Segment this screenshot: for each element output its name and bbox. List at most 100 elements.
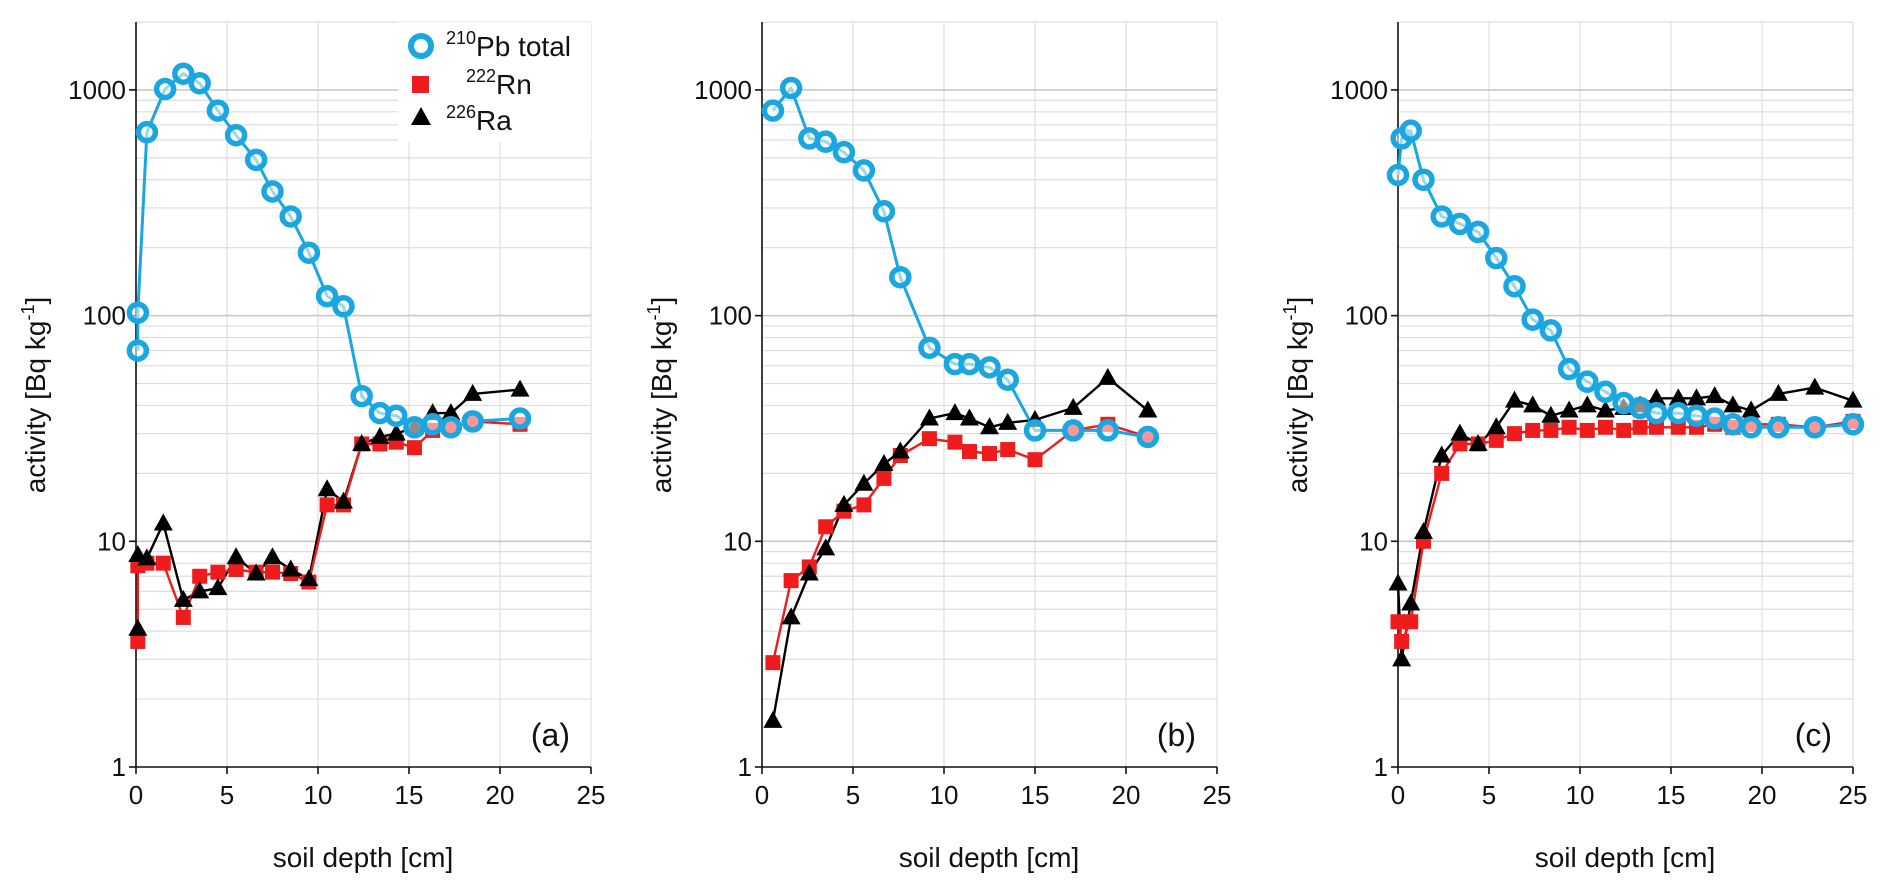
data-point-pb210 — [1023, 419, 1047, 442]
data-point-rn222 — [961, 444, 977, 460]
markers-pb210 — [761, 76, 1160, 449]
series-rn222 — [1396, 420, 1854, 643]
x-tick-label: 0 — [129, 780, 143, 810]
data-point-pb210 — [1412, 168, 1435, 191]
tick-labels: 0 5 10 15 20 25 1 10 100 1000 — [694, 75, 1231, 810]
data-point-rn222 — [319, 497, 335, 513]
grid — [1398, 21, 1854, 767]
data-point-pb210 — [1503, 274, 1526, 298]
series-line-rn222 — [771, 423, 1149, 663]
data-point-ra226 — [799, 563, 819, 581]
x-tick-label: 5 — [1482, 780, 1496, 810]
data-point-pb210 — [761, 99, 785, 122]
data-point-rn222 — [1616, 422, 1632, 438]
data-point-pb210 — [350, 384, 373, 408]
data-point-pb210 — [135, 120, 159, 144]
y-tick-label: 1000 — [694, 75, 752, 105]
data-point-ra226 — [281, 559, 301, 577]
data-point-ra226 — [173, 589, 193, 607]
data-point-ra226 — [352, 433, 372, 451]
data-point-ra226 — [1468, 433, 1488, 451]
data-point-ra226 — [1098, 367, 1118, 385]
y-axis-title-end: ] — [20, 297, 51, 305]
data-point-pb210 — [439, 416, 463, 439]
data-point-rn222 — [1394, 633, 1410, 649]
data-point-ra226 — [1686, 388, 1706, 406]
data-point-pb210 — [1685, 404, 1708, 428]
data-point-ra226 — [226, 547, 246, 565]
legend-label-rn222: 222Rn — [466, 66, 532, 100]
data-point-ra226 — [945, 403, 965, 421]
data-point-pb210 — [261, 180, 284, 203]
data-point-pb210 — [889, 265, 912, 289]
y-tick-label: 10 — [97, 526, 126, 556]
y-axis-title-sup: -1 — [644, 305, 664, 321]
data-point-pb210 — [1448, 212, 1472, 236]
data-point-ra226 — [153, 513, 173, 531]
data-point-rn222 — [1579, 422, 1595, 438]
data-point-pb210 — [279, 205, 302, 228]
data-point-ra226 — [1413, 521, 1433, 539]
data-point-rn222 — [856, 497, 872, 513]
series-rn222 — [136, 420, 521, 642]
data-point-pb210 — [1703, 407, 1726, 430]
data-point-ra226 — [1705, 386, 1725, 404]
data-point-rn222 — [1525, 422, 1541, 438]
data-point-ra226 — [246, 563, 266, 581]
x-tick-label: 20 — [1748, 780, 1777, 810]
y-axis-title-end: ] — [646, 297, 677, 305]
panel-a: 0 5 10 15 20 25 1 10 100 1000 (a) soil depth [cm]… — [18, 21, 605, 873]
y-tick-label: 100 — [1345, 301, 1388, 331]
data-point-ra226 — [1843, 390, 1863, 408]
data-point-ra226 — [1559, 400, 1579, 418]
data-point-ra226 — [370, 426, 390, 444]
data-point-rn222 — [265, 564, 280, 580]
data-point-pb210 — [996, 368, 1019, 391]
data-point-rn222 — [228, 562, 244, 578]
data-point-rn222 — [765, 655, 781, 671]
legend-marker-square — [412, 76, 429, 93]
data-point-ra226 — [1646, 388, 1666, 406]
data-point-rn222 — [1000, 442, 1016, 458]
data-point-ra226 — [1541, 405, 1561, 423]
series-rn222 — [771, 423, 1149, 663]
y-tick-label: 1 — [1374, 752, 1388, 782]
data-point-rn222 — [818, 519, 834, 535]
x-axis-title: soil depth [cm] — [1535, 842, 1716, 873]
data-point-ra226 — [263, 547, 282, 565]
data-point-rn222 — [130, 633, 146, 649]
y-axis-title: activity [Bq kg-1] — [18, 297, 51, 494]
data-point-ra226 — [1392, 649, 1412, 667]
data-point-pb210 — [872, 200, 896, 223]
data-point-pb210 — [385, 404, 408, 428]
panel-b: 0 5 10 15 20 25 1 10 100 1000 (b) soil depth [cm]… — [644, 21, 1231, 873]
data-point-ra226 — [890, 441, 910, 459]
data-point-pb210 — [1721, 413, 1745, 436]
data-point-ra226 — [1805, 377, 1825, 395]
x-tick-label: 10 — [930, 780, 959, 810]
y-tick-label: 100 — [709, 301, 752, 331]
data-point-rn222 — [1403, 614, 1419, 630]
data-point-pb210 — [126, 301, 150, 324]
data-point-ra226 — [1595, 400, 1615, 418]
data-point-pb210 — [206, 99, 230, 122]
data-point-rn222 — [1488, 432, 1504, 448]
data-point-pb210 — [958, 352, 981, 376]
x-tick-label: 25 — [1839, 780, 1868, 810]
data-point-ra226 — [919, 408, 939, 426]
data-point-ra226 — [510, 379, 530, 397]
x-tick-label: 15 — [1657, 780, 1686, 810]
y-axis-title-main: activity [Bq kg — [646, 321, 677, 494]
data-point-pb210 — [1576, 370, 1599, 393]
data-point-ra226 — [1063, 397, 1083, 415]
data-point-pb210 — [1667, 401, 1690, 425]
data-point-pb210 — [461, 410, 484, 433]
data-point-pb210 — [1767, 416, 1790, 439]
data-point-rn222 — [982, 445, 997, 461]
data-point-ra226 — [317, 479, 337, 497]
data-point-ra226 — [190, 581, 210, 599]
data-point-ra226 — [299, 569, 319, 587]
series-line-rn222 — [136, 420, 521, 642]
data-point-rn222 — [783, 573, 799, 589]
axes — [755, 22, 1218, 774]
